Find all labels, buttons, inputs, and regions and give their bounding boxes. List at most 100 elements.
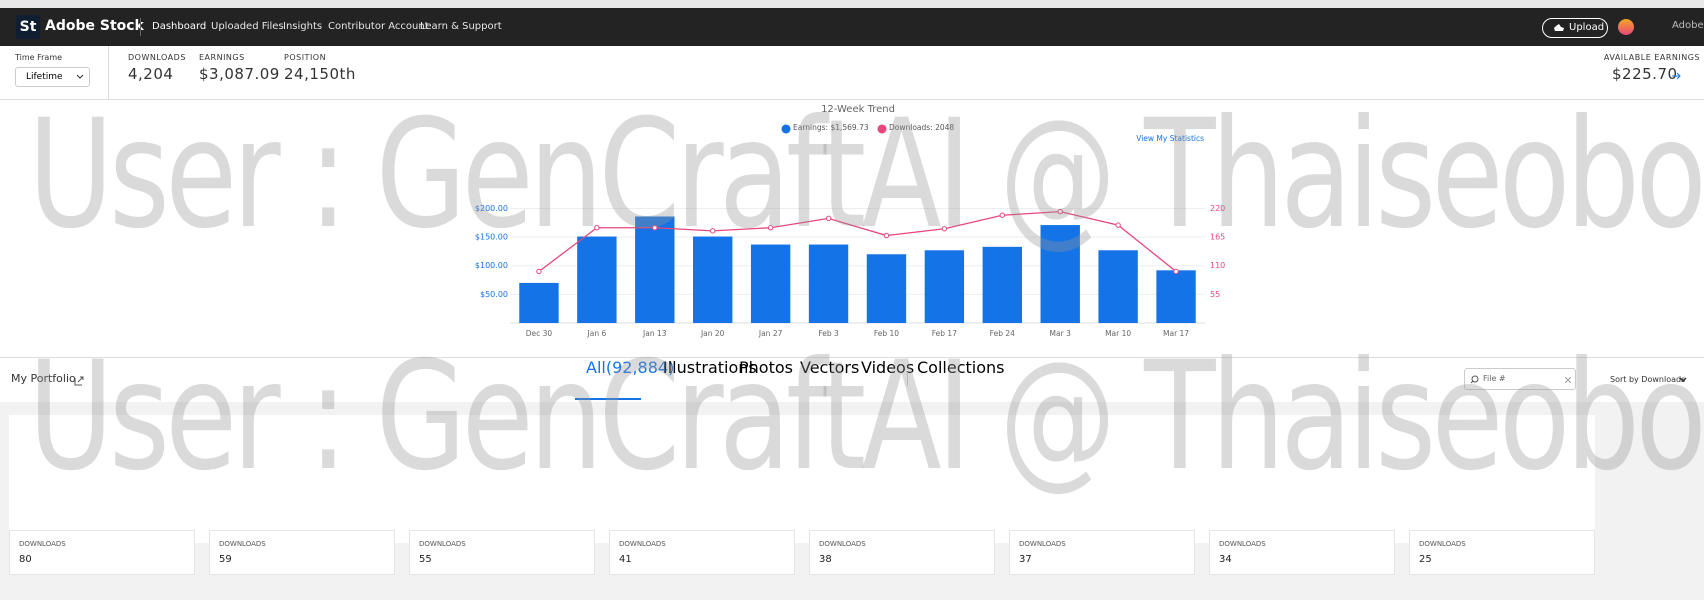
stats-bar: Time Frame Lifetime DOWNLOADS 4,204 EARN…: [0, 46, 1704, 100]
card[interactable]: DOWNLOADS 34: [1209, 530, 1395, 575]
chevron: [76, 74, 84, 79]
bar: [808, 244, 849, 323]
card[interactable]: DOWNLOADS 41: [609, 530, 795, 575]
line-point: [999, 212, 1005, 218]
bar: [519, 282, 559, 323]
x-tick-label: Jan 13: [642, 329, 667, 338]
card-value: 59: [219, 554, 232, 565]
card-label: DOWNLOADS: [1219, 540, 1266, 548]
card-label: DOWNLOADS: [819, 540, 866, 548]
card[interactable]: DOWNLOADS 55: [409, 530, 595, 575]
brand[interactable]: Adobe Stock: [45, 18, 144, 34]
sort-select[interactable]: Sort by Downloads: [1610, 375, 1686, 384]
avatar[interactable]: [1618, 19, 1634, 35]
position-value: 24,150th: [284, 65, 356, 83]
nav-item[interactable]: Contributor Account: [328, 21, 429, 32]
time-frame-select[interactable]: Lifetime: [15, 67, 90, 87]
time-frame-label: Time Frame: [15, 53, 63, 62]
position-label: POSITION: [284, 53, 327, 62]
bar: [1098, 250, 1138, 323]
line-point: [652, 225, 658, 231]
y2-tick-label: 165: [1210, 233, 1225, 242]
x-tick-label: Mar 3: [1050, 329, 1072, 338]
x-tick-label: Jan 6: [587, 329, 607, 338]
card[interactable]: DOWNLOADS 38: [809, 530, 995, 575]
search-icon: [1470, 375, 1479, 384]
tab[interactable]: Collections: [917, 358, 1005, 377]
chevron: [1679, 377, 1687, 383]
x-tick-label: Jan 20: [700, 329, 725, 338]
card-value: 34: [1219, 554, 1232, 565]
divider: [140, 18, 141, 36]
clear-icon[interactable]: [1565, 377, 1571, 383]
tab[interactable]: Photos: [739, 358, 793, 377]
card-label: DOWNLOADS: [619, 540, 666, 548]
x-tick-label: Dec 30: [526, 329, 553, 338]
nav-item[interactable]: Uploaded Files: [211, 21, 284, 32]
card[interactable]: DOWNLOADS 37: [1009, 530, 1195, 575]
nav-item[interactable]: Learn & Support: [420, 21, 502, 32]
line-point: [1115, 222, 1121, 228]
line-point: [767, 225, 774, 231]
y-tick-label: $100.00: [475, 261, 508, 270]
earnings-value: $3,087.09: [199, 65, 280, 83]
legend-dot: [877, 124, 887, 134]
line-point: [1057, 208, 1063, 215]
card-label: DOWNLOADS: [219, 540, 266, 548]
adobe-link[interactable]: Adobe: [1672, 20, 1704, 31]
card-label: DOWNLOADS: [19, 540, 66, 548]
portfolio-bar: My Portfolio File # Sort by Downloads Al…: [0, 358, 1704, 402]
y2-tick-label: 110: [1210, 261, 1225, 270]
portfolio-title: My Portfolio: [11, 372, 76, 385]
card-value: 37: [1019, 554, 1032, 565]
tab[interactable]: Vectors: [800, 358, 860, 377]
divider: [907, 372, 908, 386]
logo: St: [16, 15, 40, 39]
time-frame-value: Lifetime: [26, 72, 63, 82]
x-tick-label: Feb 24: [990, 329, 1015, 338]
legend-label: Downloads: 2048: [889, 123, 954, 132]
line-point: [825, 215, 832, 222]
tab[interactable]: Videos: [861, 358, 915, 377]
bar: [750, 244, 791, 323]
card-value: 41: [619, 554, 632, 565]
arrow-icon[interactable]: [1672, 72, 1682, 80]
bar: [982, 246, 1022, 323]
stats-link[interactable]: View My Statistics: [1136, 134, 1204, 143]
card[interactable]: DOWNLOADS 80: [9, 530, 195, 575]
tab[interactable]: Illustrations: [663, 358, 757, 377]
divider: [108, 46, 109, 100]
downloads-label: DOWNLOADS: [128, 53, 186, 62]
top-strip: [0, 0, 1704, 8]
upload-button[interactable]: Upload: [1542, 18, 1608, 38]
image-area: [9, 415, 1595, 543]
x-tick-label: Mar 10: [1105, 329, 1131, 338]
card[interactable]: DOWNLOADS 25: [1409, 530, 1595, 575]
tab[interactable]: All(92,884): [586, 358, 675, 377]
x-tick-label: Feb 3: [818, 329, 839, 338]
available-label: AVAILABLE EARNINGS: [1603, 53, 1700, 62]
line-point: [594, 225, 600, 231]
chart: 12-Week Trend Earnings: $1,569.73 Download…: [475, 104, 1225, 338]
available-value[interactable]: $225.70: [1612, 65, 1678, 83]
y-tick-label: $150.00: [475, 233, 508, 242]
nav-bar: St Adobe Stock Dashboard Uploaded Files …: [0, 8, 1704, 46]
bar: [1156, 270, 1196, 323]
search-box[interactable]: File #: [1464, 368, 1576, 390]
y-tick-label: $50.00: [480, 290, 508, 299]
y2-tick-label: 55: [1210, 290, 1220, 299]
line-point: [941, 226, 948, 232]
chart-title: 12-Week Trend: [821, 104, 895, 115]
external-icon[interactable]: [74, 376, 84, 386]
card-value: 55: [419, 554, 432, 565]
earnings-label: EARNINGS: [199, 53, 245, 62]
bar: [866, 254, 907, 323]
portfolio-grid: DOWNLOADS 80 DOWNLOADS 59 DOWNLOADS 55 DOWNLOA…: [0, 402, 1704, 600]
card[interactable]: DOWNLOADS 59: [209, 530, 395, 575]
x-tick-label: Jan 27: [758, 329, 783, 338]
card-label: DOWNLOADS: [1419, 540, 1466, 548]
nav-item[interactable]: Dashboard: [152, 21, 207, 32]
card-label: DOWNLOADS: [1019, 540, 1066, 548]
nav-item[interactable]: Insights: [283, 21, 323, 32]
